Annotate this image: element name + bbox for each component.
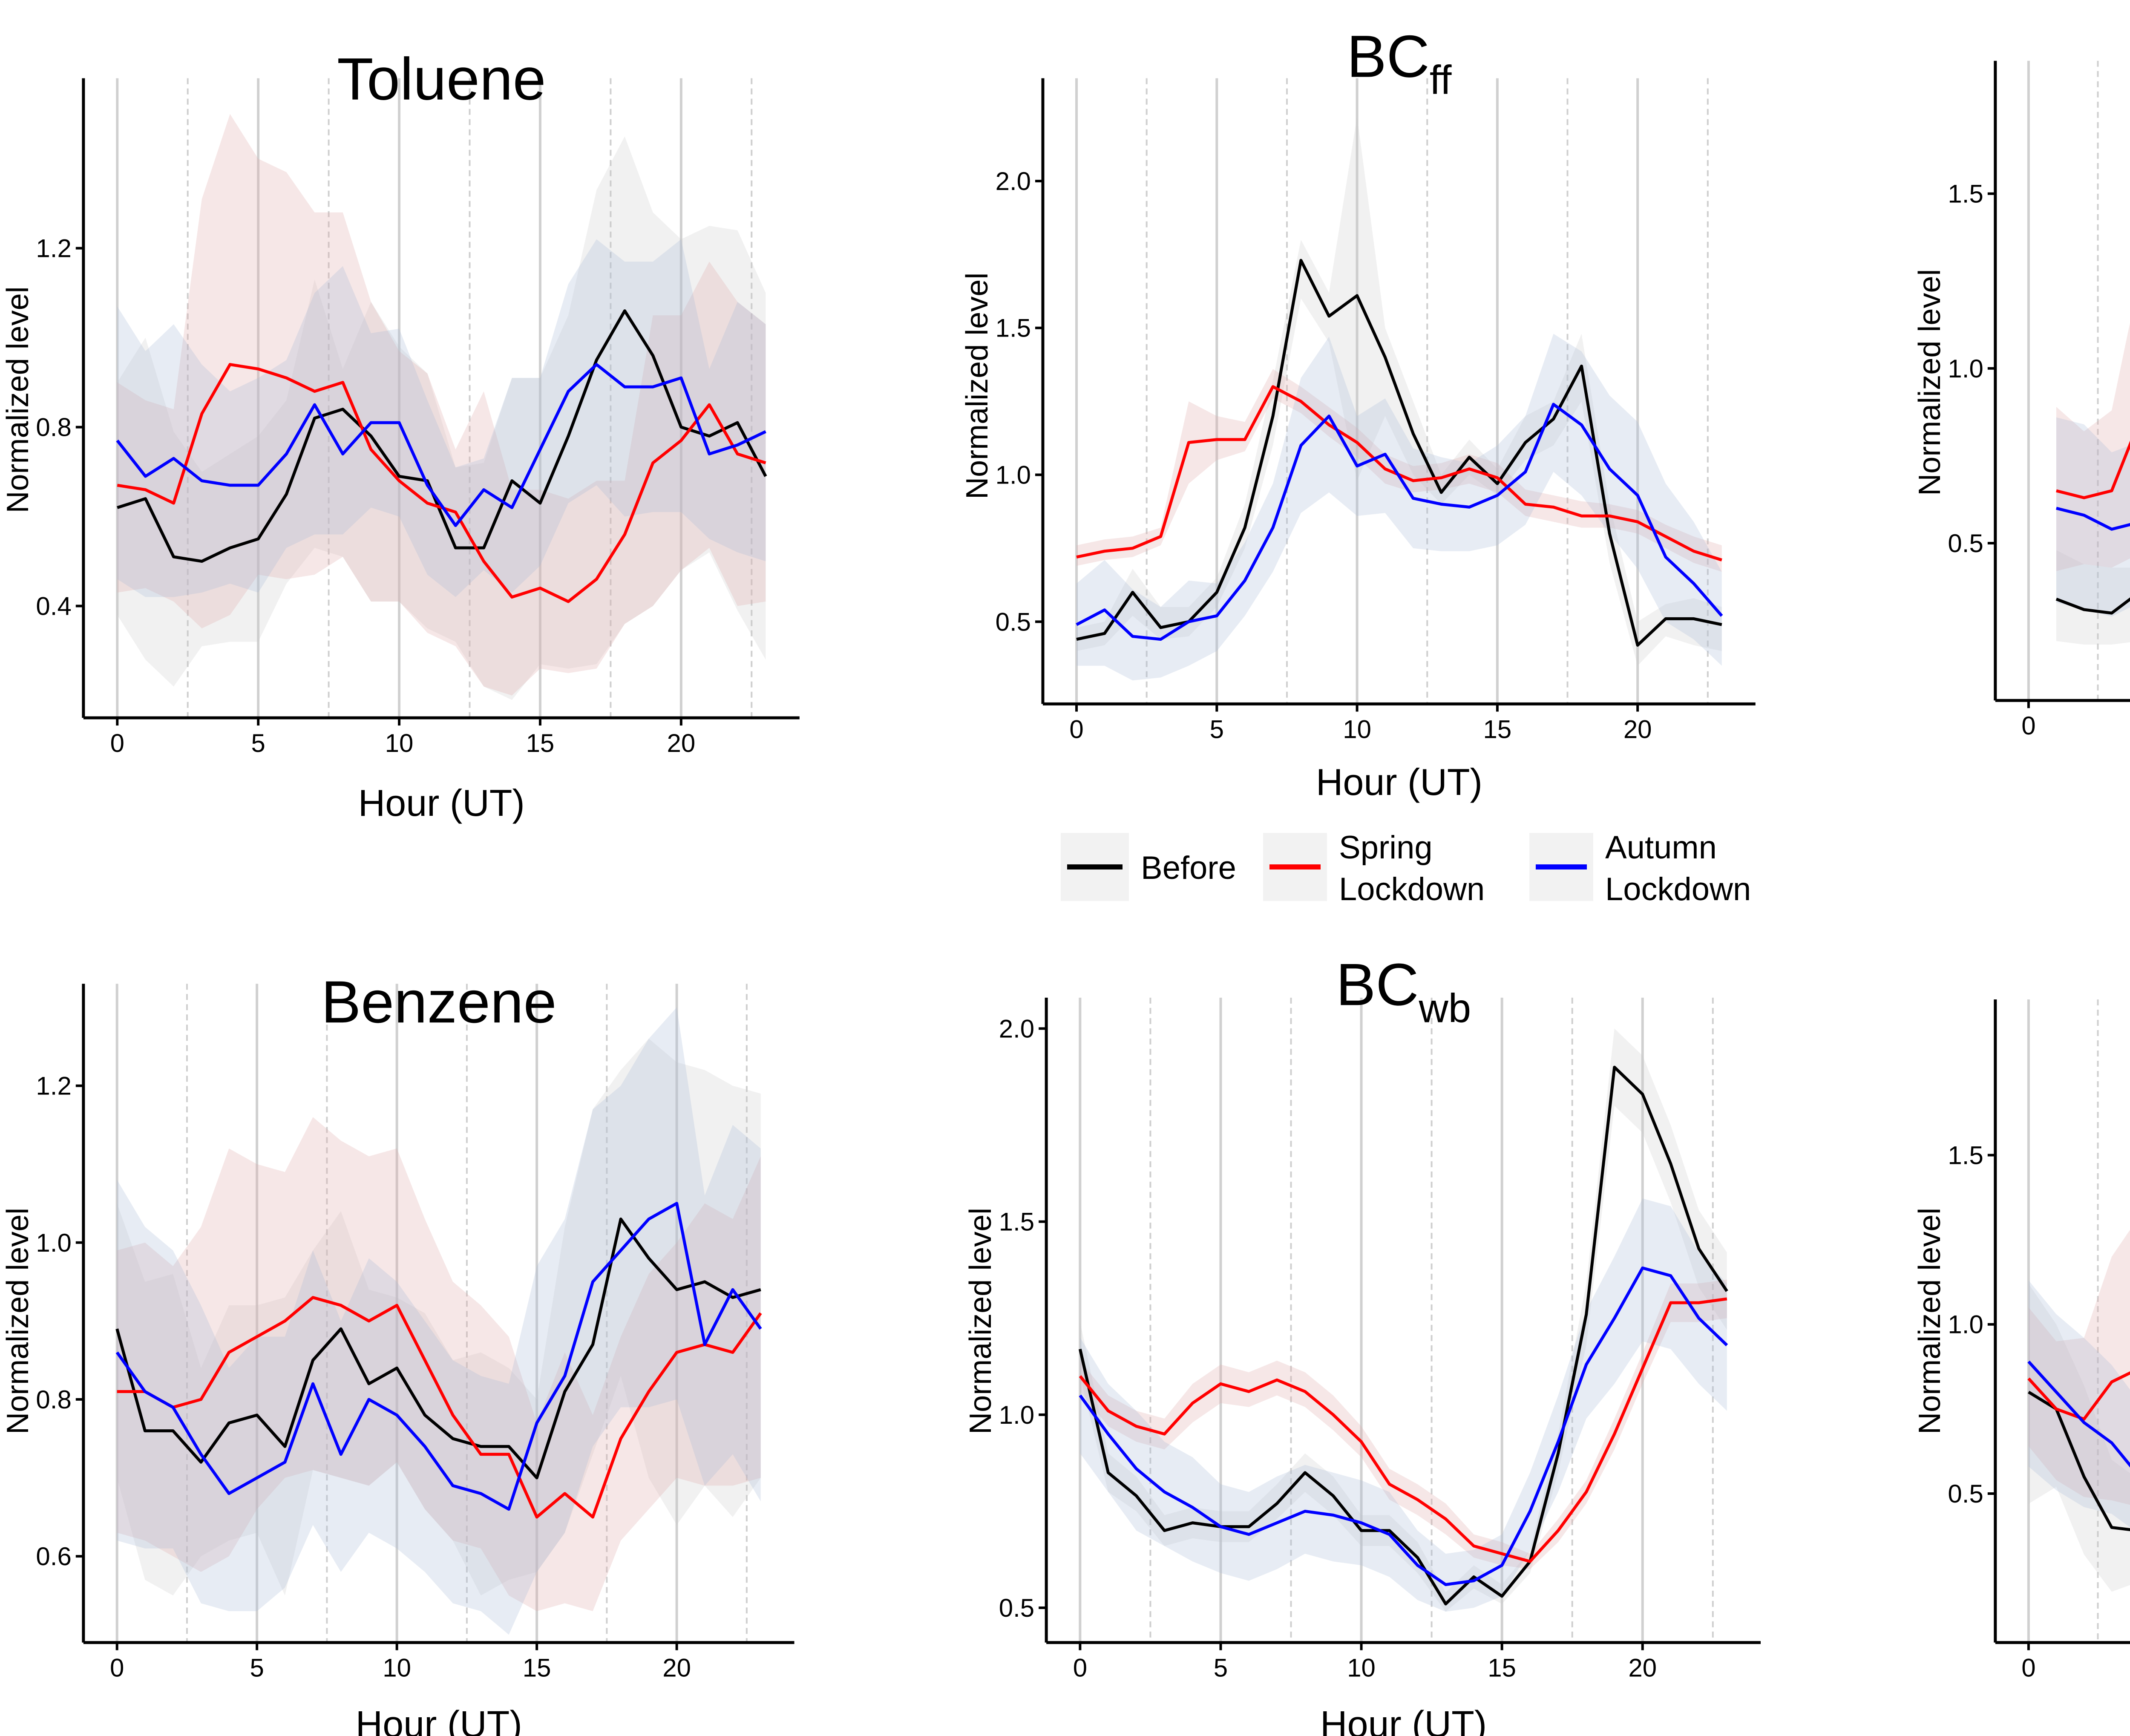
panel-benzene: 0 5 10 15 20 0.6 0.8 1.0 1.2 Benzene Hour (UT) Norm… xyxy=(1,968,794,1736)
x-tick-label: 20 xyxy=(667,729,695,757)
ribbon-spring-lockdown xyxy=(1077,369,1722,572)
legend-label: Autumn xyxy=(1605,829,1717,866)
y-tick-label: 0.5 xyxy=(999,1594,1034,1622)
x-tick-label: 15 xyxy=(1488,1654,1516,1682)
line-before xyxy=(115,1218,761,1480)
panel-toluene: 0 5 10 15 20 0.4 0.8 1.2 Toluene Hour (UT) Normali… xyxy=(1,46,800,824)
x-tick-label: 15 xyxy=(523,1654,551,1682)
y-tick-label: 0.6 xyxy=(36,1542,71,1571)
y-tick-label: 1.0 xyxy=(1948,1310,1983,1339)
legend-item-spring-lockdown: Spring Lockdown xyxy=(1263,829,1485,907)
x-tick-label: 5 xyxy=(1214,1654,1228,1682)
x-tick-label: 15 xyxy=(1483,715,1512,743)
x-axis-label: Hour (UT) xyxy=(1320,1703,1487,1736)
ribbon-autumn-lockdown xyxy=(1080,1198,1727,1612)
legend-item-before: Before xyxy=(1061,833,1236,901)
x-axis-label: Hour (UT) xyxy=(356,1703,522,1736)
ribbon-autumn-lockdown xyxy=(2056,417,2130,617)
y-tick-label: 1.5 xyxy=(996,314,1031,343)
x-tick-label: 0 xyxy=(1073,1654,1087,1682)
x-tick-label: 0 xyxy=(2021,1654,2035,1682)
panel-bcff: 0 5 10 15 20 0.5 1.0 1.5 2.0 BCff Hour (UT) Normali… xyxy=(960,23,1756,803)
line-spring-lockdown xyxy=(117,1296,762,1519)
y-tick-label: 1.0 xyxy=(36,1229,71,1257)
panel-title: BCff xyxy=(1347,23,1451,103)
line-autumn-lockdown xyxy=(1076,403,1723,641)
y-tick-label: 0.5 xyxy=(1948,1480,1983,1508)
legend-item-autumn-lockdown: Autumn Lockdown xyxy=(1529,829,1751,907)
y-axis-label: Normalized level xyxy=(1,1208,35,1434)
y-axis-label: Normalized level xyxy=(964,1208,998,1434)
legend-label: Lockdown xyxy=(1605,871,1751,907)
ribbon-before xyxy=(117,1039,761,1596)
line-before xyxy=(1076,259,1722,647)
x-tick-label: 0 xyxy=(110,1654,124,1682)
y-tick-label: 0.8 xyxy=(36,413,71,442)
panel-title: Benzene xyxy=(321,968,557,1035)
x-axis-label: Hour (UT) xyxy=(358,782,525,824)
legend: Before Spring Lockdown Autumn Lockdown xyxy=(1061,829,1751,907)
y-tick-label: 1.5 xyxy=(999,1208,1034,1236)
line-before xyxy=(1078,1065,1728,1606)
legend-label: Before xyxy=(1141,850,1236,886)
ribbon-autumn-lockdown xyxy=(117,1007,761,1635)
x-tick-label: 20 xyxy=(662,1654,691,1682)
y-axis-label: Normalized level xyxy=(1913,269,1947,495)
y-tick-label: 1.0 xyxy=(1948,354,1983,383)
ribbon-spring-lockdown xyxy=(117,114,766,696)
y-tick-label: 1.2 xyxy=(36,1072,71,1100)
x-tick-label: 10 xyxy=(383,1654,411,1682)
x-axis-label: Hour (UT) xyxy=(1316,761,1482,803)
y-axis-label: Normalized level xyxy=(1,286,35,513)
legend-label: Spring xyxy=(1339,829,1433,866)
y-axis-label: Normalized level xyxy=(1913,1208,1947,1434)
panel-title: Toluene xyxy=(337,46,546,112)
y-tick-label: 1.2 xyxy=(36,234,71,263)
y-tick-label: 0.5 xyxy=(1948,529,1983,558)
x-tick-label: 10 xyxy=(1343,715,1371,743)
line-autumn-lockdown xyxy=(115,1202,762,1511)
x-tick-label: 5 xyxy=(250,1654,264,1682)
x-tick-label: 10 xyxy=(385,729,414,757)
ribbon-autumn-lockdown xyxy=(2028,1280,2130,1528)
x-tick-label: 5 xyxy=(1210,715,1224,743)
x-tick-label: 20 xyxy=(1623,715,1652,743)
ribbon-spring-lockdown xyxy=(117,1117,761,1611)
ribbon-before xyxy=(2056,550,2130,645)
line-autumn-lockdown xyxy=(1079,1266,1728,1586)
ribbon-before xyxy=(117,136,766,700)
y-tick-label: 1.5 xyxy=(1948,1141,1983,1169)
ribbon-autumn-lockdown xyxy=(1077,334,1722,681)
line-before xyxy=(117,309,767,563)
y-tick-label: 1.0 xyxy=(996,461,1031,489)
y-tick-label: 0.8 xyxy=(36,1385,71,1414)
line-spring-lockdown xyxy=(1079,1297,1727,1563)
x-tick-label: 5 xyxy=(251,729,265,757)
y-tick-label: 1.0 xyxy=(999,1401,1034,1429)
ribbon-spring-lockdown xyxy=(1080,1279,1727,1569)
ribbon-spring-lockdown xyxy=(2056,322,2130,571)
x-tick-label: 0 xyxy=(2021,711,2035,740)
x-tick-label: 0 xyxy=(110,729,124,757)
y-tick-label: 0.4 xyxy=(36,592,71,621)
y-tick-label: 2.0 xyxy=(999,1014,1034,1043)
y-axis-label: Normalized level xyxy=(960,273,994,499)
y-tick-label: 0.5 xyxy=(996,607,1031,636)
legend-label: Lockdown xyxy=(1339,871,1485,907)
x-tick-label: 10 xyxy=(1347,1654,1376,1682)
x-tick-label: 20 xyxy=(1628,1654,1657,1682)
y-tick-label: 2.0 xyxy=(996,167,1031,196)
line-autumn-lockdown xyxy=(116,363,766,527)
y-tick-label: 1.5 xyxy=(1948,180,1983,208)
ribbon-before xyxy=(1077,116,1722,666)
x-tick-label: 0 xyxy=(1069,715,1083,743)
x-tick-label: 15 xyxy=(526,729,555,757)
